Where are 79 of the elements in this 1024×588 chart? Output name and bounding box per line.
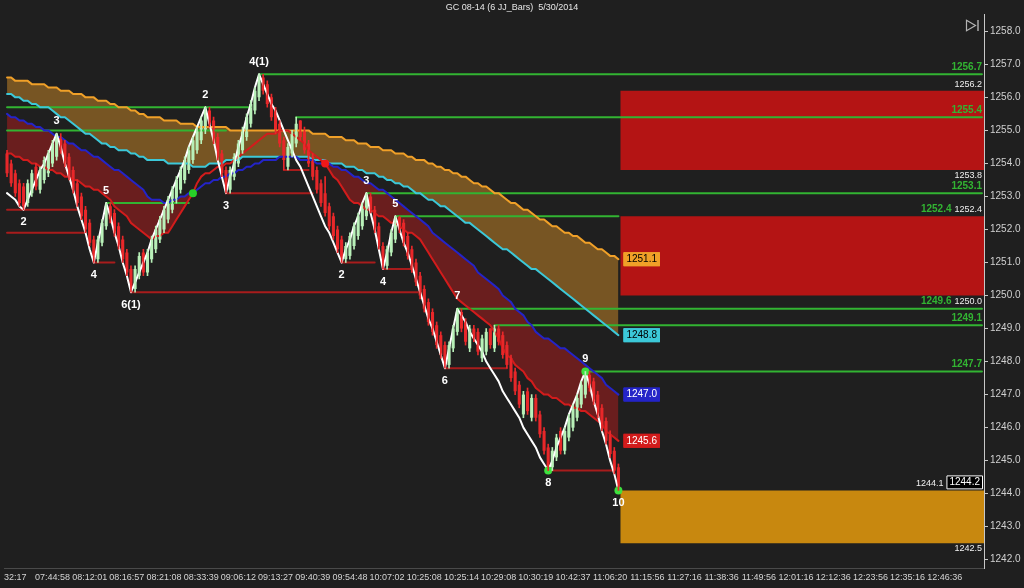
annotation: 7 <box>454 289 461 302</box>
annotation: 1253.1 <box>951 179 983 191</box>
point <box>188 189 197 198</box>
y-tick-label: 1258.0 <box>990 25 1022 37</box>
annotation: 1249.1 <box>951 312 983 323</box>
x-tick-label: 11:15:56 <box>630 571 665 582</box>
x-tick-label: 12:35:16 <box>890 571 926 582</box>
annotation: 4 <box>379 274 387 287</box>
annotation: 5 <box>103 183 110 196</box>
data-label: 1251.1 <box>626 252 658 264</box>
x-tick-label: 12:01:16 <box>778 571 814 582</box>
y-tick-label: 1257.0 <box>990 58 1022 70</box>
y-tick-label: 1245.0 <box>990 454 1022 466</box>
y-tick-label: 1251.0 <box>990 256 1022 268</box>
annotation: 4 <box>90 268 98 281</box>
annotation: 1252.4 <box>954 204 982 215</box>
y-tick-label: 1244.0 <box>990 487 1022 499</box>
x-tick-label: 11:38:36 <box>704 571 739 582</box>
annotation: 1252.4 <box>920 203 952 215</box>
annotation: 1249.6 <box>920 295 952 307</box>
annotation: 5 <box>392 196 399 209</box>
x-tick-label: 10:07:02 <box>369 571 405 582</box>
chart-title: GC 08-14 (6 JJ_Bars) 5/30/2014 <box>445 1 579 12</box>
y-tick-label: 1250.0 <box>990 289 1022 301</box>
y-tick-label: 1252.0 <box>990 223 1022 235</box>
annotation: 8 <box>545 476 552 489</box>
y-tick-label: 1242.0 <box>990 553 1022 565</box>
x-tick-label: 08:12:01 <box>72 571 108 582</box>
x-tick-label: 10:29:08 <box>481 571 517 582</box>
annotation: 1242.5 <box>954 543 982 554</box>
y-tick-label: 1246.0 <box>990 421 1022 433</box>
y-tick-label: 1249.0 <box>990 322 1022 334</box>
x-tick-label: 09:54:48 <box>332 571 368 582</box>
x-tick-label: 11:49:56 <box>741 571 777 582</box>
annotation: 3 <box>53 114 60 127</box>
point <box>321 159 330 168</box>
y-tick-label: 1256.0 <box>990 91 1022 103</box>
annotation: 2 <box>202 87 209 100</box>
y-tick-label: 1253.0 <box>990 190 1022 202</box>
annotation: 6 <box>441 373 448 386</box>
annotation: 1253.8 <box>954 170 982 181</box>
x-tick-label: 32:17 <box>4 571 27 582</box>
x-tick-label: 08:16:57 <box>109 571 145 582</box>
y-tick-label: 1243.0 <box>990 520 1022 532</box>
annotation: 1250.0 <box>954 295 982 306</box>
annotation: 1244.2 <box>949 476 981 488</box>
y-tick-label: 1254.0 <box>990 157 1022 169</box>
annotation: 1255.4 <box>951 103 983 115</box>
x-tick-label: 09:06:12 <box>220 571 256 582</box>
x-tick-label: 10:42:37 <box>555 571 591 582</box>
x-tick-label: 12:23:56 <box>852 571 888 582</box>
annotation: 3 <box>222 198 230 211</box>
x-tick-label: 10:30:19 <box>518 571 554 582</box>
data-label: 1247.0 <box>626 388 658 400</box>
annotation: 2 <box>338 268 345 281</box>
annotation: 1244.1 <box>915 478 944 489</box>
x-tick-label: 09:40:39 <box>295 571 331 582</box>
annotation: 6(1) <box>121 297 142 310</box>
x-tick-label: 11:06:20 <box>592 571 628 582</box>
annotation: 4(1) <box>249 54 270 67</box>
data-label: 1248.8 <box>626 328 658 340</box>
y-tick-label: 1247.0 <box>990 388 1022 400</box>
x-tick-label: 09:13:27 <box>258 571 294 582</box>
x-tick-label: 11:27:16 <box>667 571 702 582</box>
annotation: 1256.7 <box>951 61 983 72</box>
x-tick-label: 08:21:08 <box>146 571 182 582</box>
x-tick-label: 08:33:39 <box>183 571 219 582</box>
annotation: 1247.7 <box>951 358 983 370</box>
annotation: 1256.2 <box>954 78 982 89</box>
y-tick-label: 1248.0 <box>990 355 1022 367</box>
x-tick-label: 07:44:58 <box>34 571 70 582</box>
y-tick-label: 1255.0 <box>990 124 1022 136</box>
x-tick-label: 12:46:36 <box>927 571 963 582</box>
x-tick-label: 12:12:36 <box>815 571 851 582</box>
data-label: 1245.6 <box>626 434 658 446</box>
x-tick-label: 10:25:08 <box>406 571 442 582</box>
annotation: 2 <box>20 215 27 228</box>
annotation: 9 <box>582 352 589 365</box>
x-tick-label: 10:25:14 <box>443 571 479 582</box>
